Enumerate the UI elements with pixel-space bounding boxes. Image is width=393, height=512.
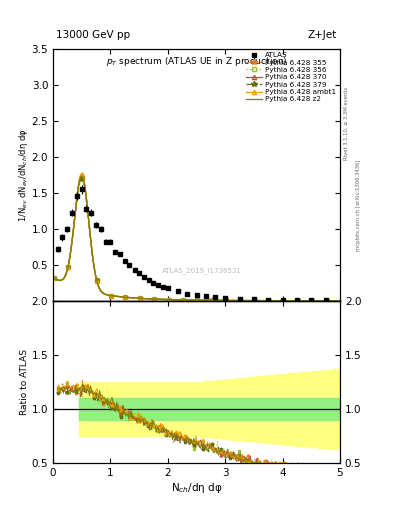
Text: Z+Jet: Z+Jet — [308, 30, 337, 40]
X-axis label: N$_{ch}$/dη dφ: N$_{ch}$/dη dφ — [171, 481, 222, 495]
Y-axis label: Ratio to ATLAS: Ratio to ATLAS — [20, 349, 29, 415]
Legend: ATLAS, Pythia 6.428 355, Pythia 6.428 356, Pythia 6.428 370, Pythia 6.428 379, P: ATLAS, Pythia 6.428 355, Pythia 6.428 35… — [245, 51, 338, 104]
Y-axis label: 1/N$_{ev}$ dN$_{ev}$/dN$_{ch}$/dη dφ: 1/N$_{ev}$ dN$_{ev}$/dN$_{ch}$/dη dφ — [17, 128, 30, 222]
Text: $p_T$ spectrum (ATLAS UE in Z production): $p_T$ spectrum (ATLAS UE in Z production… — [106, 55, 287, 68]
Text: ATLAS_2019_I1736531: ATLAS_2019_I1736531 — [162, 267, 242, 274]
Text: mcplots.cern.ch [arXiv:1306.3436]: mcplots.cern.ch [arXiv:1306.3436] — [356, 159, 361, 250]
Text: 13000 GeV pp: 13000 GeV pp — [56, 30, 130, 40]
Text: Rivet 3.1.10, ≥ 3.3M events: Rivet 3.1.10, ≥ 3.3M events — [344, 86, 349, 160]
